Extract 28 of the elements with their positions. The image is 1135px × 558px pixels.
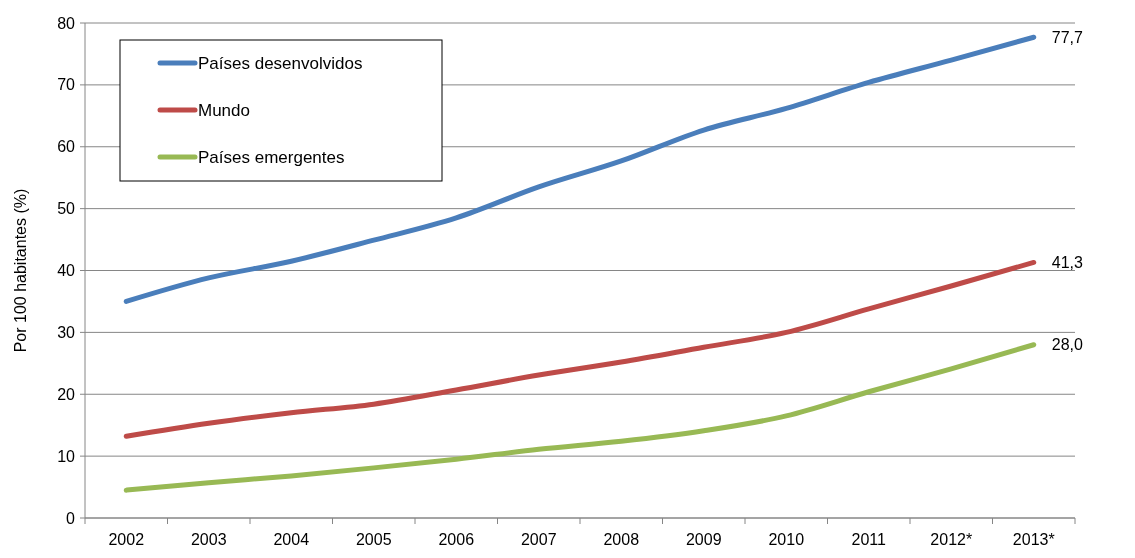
x-tick-label: 2011 [851, 531, 887, 548]
x-tick-label: 2006 [438, 531, 475, 548]
x-tick-label: 2012* [930, 531, 973, 548]
x-tick-label: 2005 [355, 531, 392, 548]
x-tick-label: 2002 [108, 531, 145, 548]
legend-label: Mundo [198, 100, 250, 120]
x-tick-label: 2007 [520, 531, 557, 548]
y-tick-label: 0 [66, 509, 76, 527]
y-tick-label: 30 [57, 323, 76, 341]
x-tick-label: 2010 [768, 531, 805, 548]
y-tick-label: 80 [57, 14, 76, 32]
y-tick-label: 70 [57, 76, 76, 94]
x-tick-label: 2003 [190, 531, 227, 548]
y-tick-label: 10 [57, 447, 76, 465]
legend-label: Países desenvolvidos [198, 53, 363, 73]
y-tick-label: 40 [57, 262, 76, 280]
y-axis-title: Por 100 habitantes (%) [12, 188, 29, 353]
x-tick-label: 2009 [685, 531, 722, 548]
x-tick-label: 2008 [603, 531, 640, 548]
legend-label: Países emergentes [198, 147, 345, 167]
data-label: 41,3 [1051, 254, 1083, 272]
data-label: 28,0 [1051, 336, 1083, 354]
x-tick-label: 2013* [1012, 531, 1055, 548]
x-tick-label: 2004 [273, 531, 310, 548]
y-tick-label: 50 [57, 200, 76, 218]
y-tick-label: 20 [57, 385, 76, 403]
data-label: 77,7 [1051, 28, 1083, 46]
y-tick-label: 60 [57, 138, 76, 156]
